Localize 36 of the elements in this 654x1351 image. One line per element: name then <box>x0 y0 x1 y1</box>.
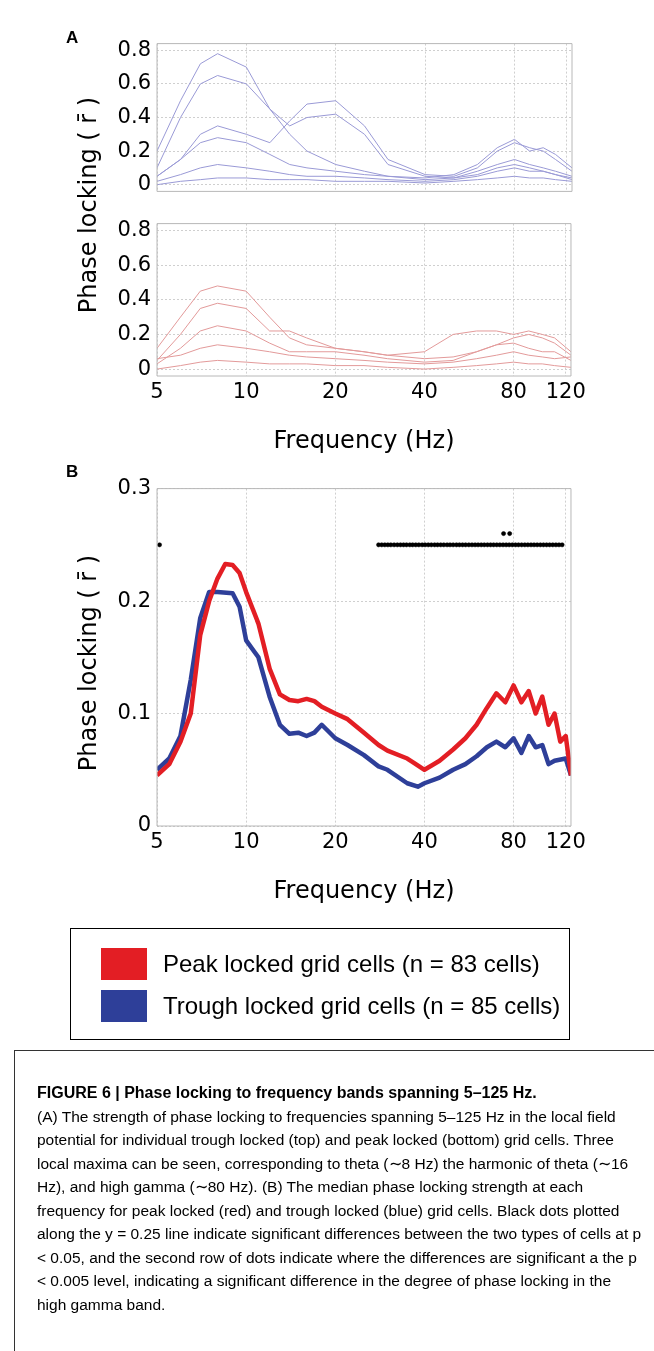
y-tick-label: 0.8 <box>117 216 151 241</box>
caption: FIGURE 6 | Phase locking to frequency bands spanning 5–125 Hz. <box>37 1083 538 1103</box>
x-axis-title: Frequency (Hz) <box>273 425 455 454</box>
y-tick-label: 0 <box>137 355 151 380</box>
x-tick-label: 10 <box>232 379 260 404</box>
x-tick-label: 80 <box>500 379 527 404</box>
y-tick-label: 0.2 <box>117 587 151 612</box>
y-tick-label: 0.3 <box>117 475 151 500</box>
x-tick-label: 5 <box>150 829 164 854</box>
text: (A) The strength of phase locking to frequencies spanning 5–125 Hz in the local field potential for individual trough locked (top) and peak locked (bottom) grid cells. Three local maxima can be seen, corresponding to theta (∼8 Hz) the harmonic of theta (∼16 Hz), and high gamma (∼80 Hz). (B) The median phase locking strength at each frequency for peak locked (red) and trough locked (blue) grid cells. Black dots plotted along the y = 0.25 line indicate significant differences between the two types of cells at p < 0.05, and the second row of dots indicate where the differences are significant a the p < 0.005 level, indicating a significant difference in the degree of phase locking in the high gamma band. <box>37 1107 642 1313</box>
y-tick-label: 0 <box>137 812 151 837</box>
x-tick-label: 20 <box>321 379 349 404</box>
x-tick-label: 10 <box>232 829 260 854</box>
y-tick-label: 0.1 <box>117 699 151 724</box>
y-tick-label: 0.4 <box>117 103 151 128</box>
y-axis-title: Phase locking ( r̄ ) <box>74 554 102 772</box>
text: B <box>66 462 79 482</box>
y-tick-label: 0.6 <box>117 251 151 276</box>
x-tick-label: 40 <box>411 379 438 404</box>
y-tick-label: 0.2 <box>117 137 151 162</box>
legend-label: Trough locked grid cells (n = 85 cells) <box>163 992 561 1020</box>
text: A <box>66 28 79 48</box>
x-tick-label: 40 <box>411 829 438 854</box>
y-axis-title: Phase locking ( r̄ ) <box>74 96 102 314</box>
y-tick-label: 0 <box>137 171 151 196</box>
y-tick-label: 0.2 <box>117 320 151 345</box>
y-tick-label: 0.8 <box>117 36 151 61</box>
x-axis-title: Frequency (Hz) <box>273 875 455 904</box>
x-tick-label: 20 <box>321 829 349 854</box>
x-tick-label: 120 <box>545 829 586 854</box>
legend-label: Peak locked grid cells (n = 83 cells) <box>163 950 540 978</box>
y-tick-label: 0.4 <box>117 286 151 311</box>
x-tick-label: 120 <box>545 379 586 404</box>
y-tick-label: 0.6 <box>117 70 151 95</box>
x-tick-label: 5 <box>150 379 164 404</box>
x-tick-label: 80 <box>500 829 527 854</box>
